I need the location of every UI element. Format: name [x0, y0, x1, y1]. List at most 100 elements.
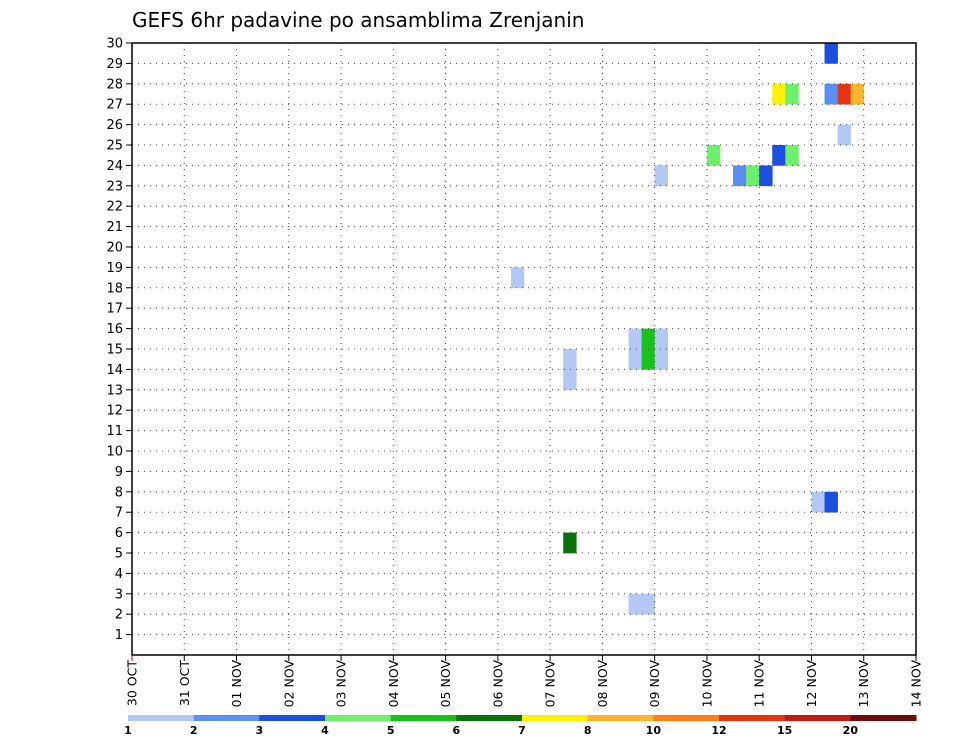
x-tick-label: 06 NOV	[490, 660, 505, 708]
y-tick-label: 27	[106, 98, 123, 113]
precip-cell	[785, 83, 799, 105]
x-tick-label: 11 NOV	[752, 660, 767, 708]
x-axis: 30 OCT 31 OCT 01 NOV 02 NOV 03 NOV 04 NOV 05 N…	[125, 655, 924, 707]
colorbar-label: 4	[321, 724, 329, 737]
x-tick-label: 10 NOV	[699, 660, 714, 708]
precip-cell	[837, 124, 851, 146]
y-tick-label: 12	[106, 404, 123, 419]
colorbar-label: 7	[518, 724, 526, 737]
y-tick-label: 22	[106, 200, 123, 215]
y-tick-label: 28	[106, 77, 123, 92]
y-tick-label: 15	[106, 343, 123, 358]
colorbar-label: 5	[387, 724, 395, 737]
x-tick-label: 30 OCT	[125, 660, 140, 706]
chart-title: GEFS 6hr padavine po ansamblima Zrenjani…	[132, 8, 584, 32]
precip-cell	[772, 145, 786, 166]
y-tick-label: 2	[115, 608, 123, 623]
colorbar-label: 8	[584, 724, 592, 737]
y-tick-label: 25	[106, 139, 123, 154]
y-tick-label: 26	[106, 118, 123, 133]
precip-cell	[824, 43, 838, 64]
colorbar: 1 2 3 4 5 6 7 8 10 12 15 20	[124, 715, 917, 737]
colorbar-segment	[653, 715, 720, 721]
data-cells	[510, 43, 865, 615]
precip-cell	[563, 369, 577, 391]
colorbar-segment	[784, 715, 851, 721]
colorbar-label: 2	[190, 724, 198, 737]
colorbar-label: 10	[646, 724, 662, 737]
x-tick-label: 09 NOV	[647, 660, 662, 708]
y-tick-label: 3	[115, 587, 123, 602]
y-tick-label: 23	[106, 179, 123, 194]
precip-cell	[837, 83, 851, 105]
y-tick-label: 29	[106, 57, 123, 72]
colorbar-label: 6	[453, 724, 461, 737]
precip-cell	[641, 328, 655, 350]
precip-cell	[628, 328, 642, 350]
y-tick-label: 7	[115, 506, 123, 521]
y-axis: 1234567891011121314151617181920212223242…	[106, 37, 132, 643]
colorbar-segment	[325, 715, 392, 721]
colorbar-label: 15	[777, 724, 792, 737]
y-tick-label: 30	[106, 37, 123, 52]
precip-cell	[641, 593, 655, 615]
y-tick-label: 17	[106, 302, 123, 317]
colorbar-segment	[193, 715, 260, 721]
y-tick-label: 1	[115, 628, 123, 643]
y-tick-label: 14	[106, 363, 123, 378]
y-tick-label: 21	[106, 220, 123, 235]
precip-cell	[654, 349, 669, 370]
x-tick-label: 13 NOV	[856, 660, 871, 708]
y-tick-label: 20	[106, 241, 123, 256]
x-tick-label: 01 NOV	[229, 660, 244, 708]
precip-cell	[510, 267, 525, 289]
x-tick-label: 05 NOV	[438, 660, 453, 708]
colorbar-label: 3	[256, 724, 264, 737]
precip-cell	[759, 165, 773, 187]
y-tick-label: 16	[106, 322, 123, 337]
y-tick-label: 18	[106, 281, 123, 296]
colorbar-segment	[719, 715, 786, 721]
precip-cell	[654, 328, 669, 350]
colorbar-segment	[850, 715, 917, 721]
y-tick-label: 11	[106, 424, 123, 439]
y-tick-label: 8	[115, 485, 123, 500]
precip-cell	[654, 165, 669, 187]
precip-cell	[628, 593, 642, 615]
x-tick-label: 07 NOV	[543, 660, 558, 708]
colorbar-segment	[128, 715, 195, 721]
x-tick-label: 31 OCT	[177, 660, 192, 706]
x-tick-label: 14 NOV	[909, 660, 924, 708]
precip-cell	[824, 491, 838, 513]
y-tick-label: 13	[106, 383, 123, 398]
precip-cell	[563, 532, 577, 554]
precip-cell	[850, 83, 865, 105]
colorbar-label: 12	[711, 724, 726, 737]
colorbar-segment	[390, 715, 457, 721]
y-tick-label: 6	[115, 526, 123, 541]
precip-cell	[706, 145, 721, 166]
colorbar-segment	[587, 715, 654, 721]
y-tick-label: 19	[106, 261, 123, 276]
colorbar-label: 1	[124, 724, 132, 737]
y-tick-label: 10	[106, 445, 123, 460]
colorbar-segment	[456, 715, 523, 721]
x-tick-label: 04 NOV	[386, 660, 401, 708]
x-tick-label: 08 NOV	[595, 660, 610, 708]
precip-cell	[824, 83, 838, 105]
x-tick-label: 03 NOV	[334, 660, 349, 708]
colorbar-segment	[522, 715, 589, 721]
precip-cell	[772, 83, 786, 105]
grid-lines	[132, 43, 916, 655]
x-tick-label: 02 NOV	[281, 660, 296, 708]
y-tick-label: 5	[115, 547, 123, 562]
colorbar-label: 20	[843, 724, 859, 737]
precip-cell	[563, 349, 577, 370]
precip-cell	[811, 491, 825, 513]
precip-cell	[641, 349, 655, 370]
y-tick-label: 9	[115, 465, 123, 480]
precip-cell	[785, 145, 799, 166]
y-tick-label: 4	[115, 567, 123, 582]
y-tick-label: 24	[106, 159, 123, 174]
